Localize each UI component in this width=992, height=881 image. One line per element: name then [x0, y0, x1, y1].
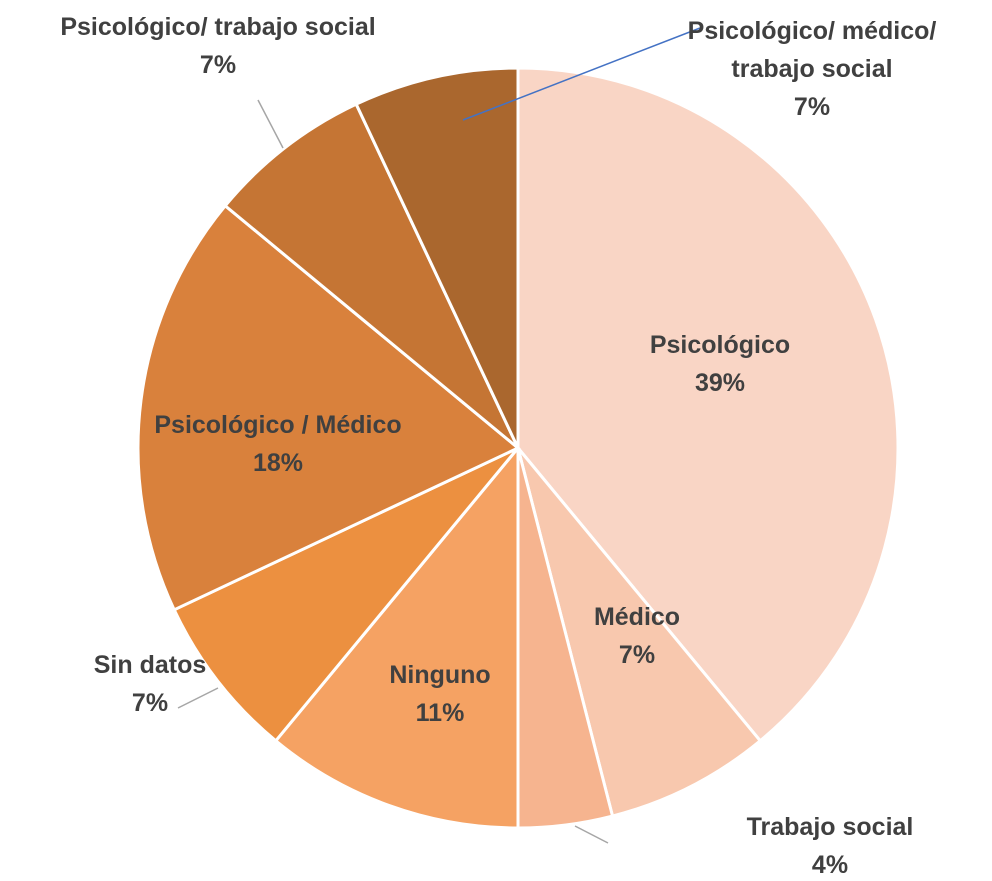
slice-name: Psicológico/ trabajo social — [60, 13, 376, 41]
slice — [354, 66, 520, 449]
slice-value: 7% — [793, 93, 831, 121]
leader-line — [257, 99, 284, 149]
slice — [136, 203, 521, 612]
leader-line — [177, 687, 219, 709]
slice-name: Psicológico/ médico/ trabajo social — [687, 17, 937, 83]
data-label: Sin datos 7% — [50, 646, 250, 722]
slice-name: Psicológico — [649, 331, 791, 359]
slice-value: 7% — [199, 51, 237, 79]
slice-value: 4% — [811, 851, 849, 879]
data-label: Psicológico / Médico 18% — [88, 406, 468, 482]
slice-value: 7% — [131, 689, 169, 717]
slices — [136, 66, 900, 830]
slice-name: Psicológico / Médico — [154, 411, 402, 439]
data-label: Psicológico 39% — [570, 326, 870, 402]
data-label: Psicológico/ médico/ trabajo social 7% — [647, 12, 977, 126]
slice — [516, 66, 900, 743]
slice-name: Trabajo social — [746, 813, 914, 841]
slice-name: Médico — [593, 603, 681, 631]
slice-value: 18% — [252, 449, 304, 477]
slice-name: Ninguno — [389, 661, 491, 689]
data-label: Médico 7% — [537, 598, 737, 674]
slice-value: 7% — [618, 641, 656, 669]
slice — [516, 447, 763, 818]
leader-line — [462, 27, 701, 121]
data-label: Ninguno 11% — [340, 656, 540, 732]
data-label: Psicológico/ trabajo social 7% — [8, 8, 428, 84]
slice — [172, 446, 520, 743]
leader-line — [574, 825, 609, 844]
slice-value: 11% — [415, 699, 465, 727]
slice — [223, 102, 520, 450]
slice-value: 39% — [694, 369, 746, 397]
data-label: Trabajo social 4% — [680, 808, 980, 881]
slice — [273, 443, 520, 830]
slice-name: Sin datos — [93, 651, 207, 679]
